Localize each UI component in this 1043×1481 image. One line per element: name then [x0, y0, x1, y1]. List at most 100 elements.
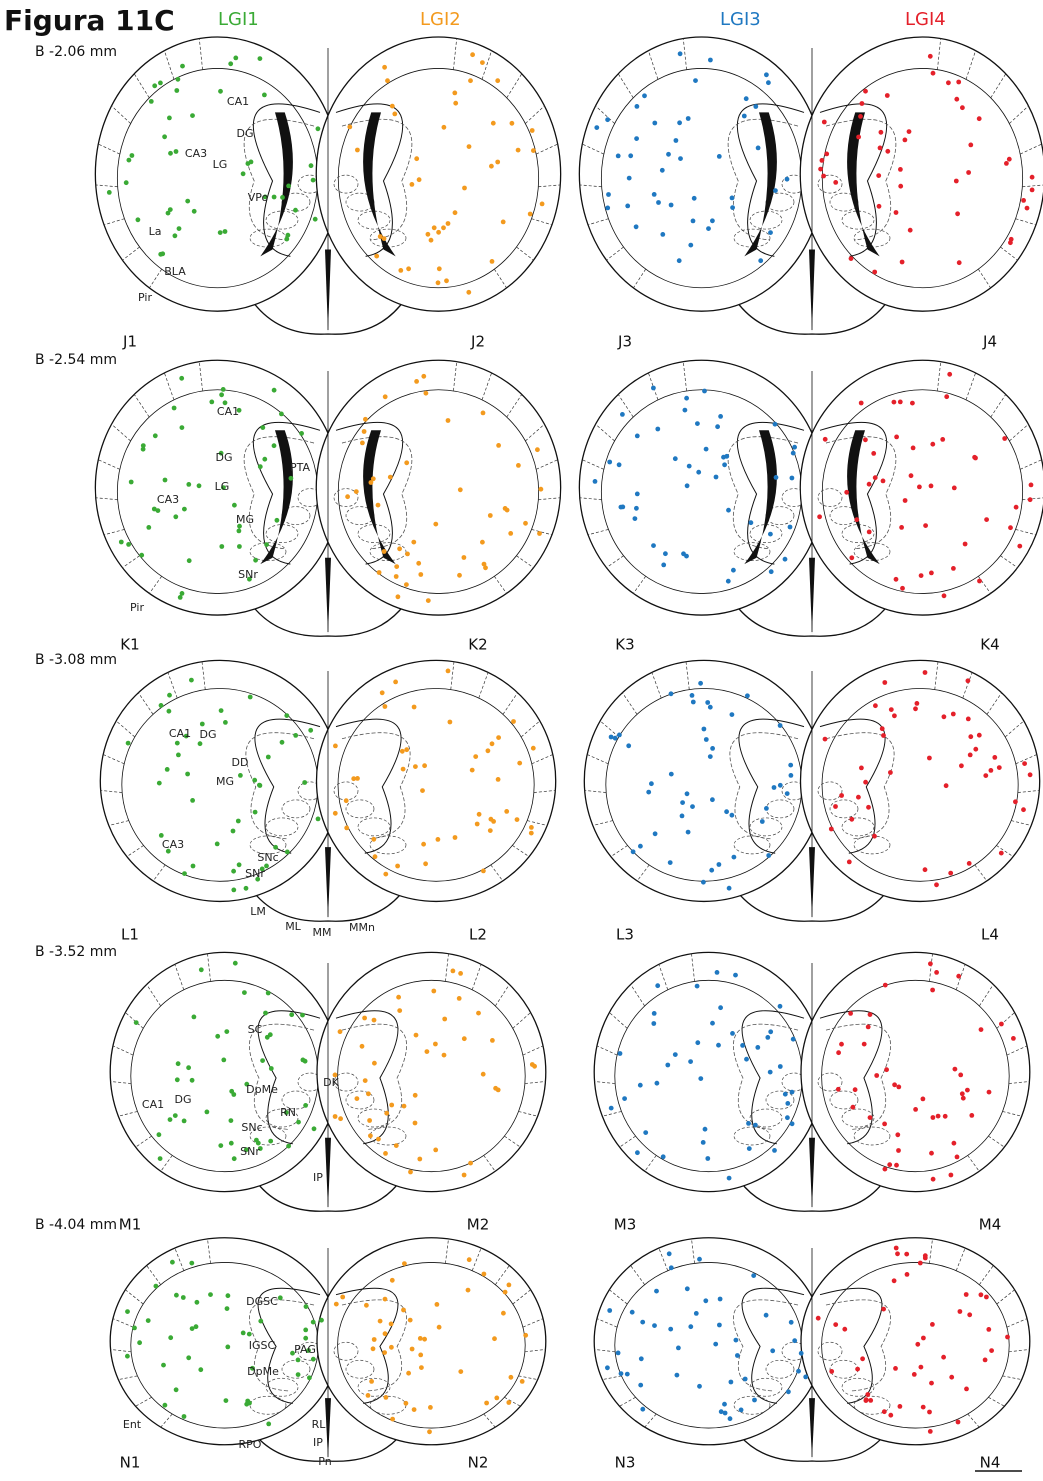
labelled-cell	[977, 116, 982, 121]
labelled-cell	[397, 546, 402, 551]
labelled-cell	[446, 418, 451, 423]
labelled-cell	[627, 176, 632, 181]
labelled-cell	[863, 89, 868, 94]
labelled-cell	[973, 456, 978, 461]
labelled-cell	[928, 54, 933, 59]
labelled-cell	[923, 670, 928, 675]
labelled-cell	[967, 1312, 972, 1317]
labelled-cell	[730, 813, 735, 818]
labelled-cell	[516, 148, 521, 153]
bregma-label: B -2.54 mm	[35, 352, 117, 368]
labelled-cell	[675, 1373, 680, 1378]
labelled-cell	[903, 138, 908, 143]
labelled-cell	[963, 542, 968, 547]
labelled-cell	[871, 451, 876, 456]
hemisphere-outline	[110, 1238, 339, 1445]
labelled-cell	[158, 1156, 163, 1161]
labelled-cell	[680, 800, 685, 805]
labelled-cell	[660, 168, 665, 173]
labelled-cell	[300, 1013, 305, 1018]
labelled-cell	[383, 1151, 388, 1156]
labelled-cell	[695, 421, 700, 426]
labelled-cell	[467, 144, 472, 149]
panel-label: N3	[615, 1454, 636, 1472]
region-label: SNc	[257, 851, 278, 864]
labelled-cell	[231, 829, 236, 834]
labelled-cell	[408, 1318, 413, 1323]
labelled-cell	[701, 1140, 706, 1145]
labelled-cell	[253, 810, 258, 815]
labelled-cell	[252, 778, 257, 783]
group-label: LGI2	[420, 9, 461, 30]
labelled-cell	[219, 544, 224, 549]
labelled-cell	[272, 443, 277, 448]
labelled-cell	[377, 570, 382, 575]
labelled-cell	[973, 747, 978, 752]
region-label: DD	[232, 756, 249, 769]
labelled-cell	[458, 1369, 463, 1374]
labelled-cell	[372, 1337, 377, 1342]
labelled-cell	[490, 1038, 495, 1043]
labelled-cell	[680, 814, 685, 819]
labelled-cell	[646, 790, 651, 795]
labelled-cell	[248, 695, 253, 700]
labelled-cell	[390, 104, 395, 109]
panel-label: N2	[468, 1454, 489, 1472]
labelled-cell	[768, 230, 773, 235]
region-label: DK	[323, 1076, 339, 1089]
labelled-cell	[218, 1143, 223, 1148]
labelled-cell	[233, 56, 238, 61]
labelled-cell	[966, 678, 971, 683]
labelled-cell	[130, 153, 135, 158]
labelled-cell	[272, 195, 277, 200]
labelled-cell	[880, 726, 885, 731]
labelled-cell	[241, 1331, 246, 1336]
labelled-cell	[441, 225, 446, 230]
labelled-cell	[923, 523, 928, 528]
labelled-cell	[515, 817, 520, 822]
labelled-cell	[442, 1053, 447, 1058]
region-label: SNr	[238, 568, 258, 581]
labelled-cell	[385, 78, 390, 83]
labelled-cell	[676, 1346, 681, 1351]
labelled-cell	[410, 1347, 415, 1352]
labelled-cell	[316, 817, 321, 822]
labelled-cell	[367, 1118, 372, 1123]
labelled-cell	[238, 773, 243, 778]
labelled-cell	[669, 203, 674, 208]
labelled-cell	[477, 812, 482, 817]
labelled-cell	[355, 148, 360, 153]
labelled-cell	[286, 184, 291, 189]
labelled-cell	[372, 1061, 377, 1066]
hemisphere-outline	[95, 37, 339, 311]
labelled-cell	[397, 1008, 402, 1013]
brain-section	[579, 37, 1043, 334]
labelled-cell	[168, 1117, 173, 1122]
labelled-cell	[1013, 799, 1018, 804]
brain-section	[594, 1238, 1030, 1462]
labelled-cell	[347, 125, 352, 130]
labelled-cell	[915, 1342, 920, 1347]
labelled-cell	[505, 508, 510, 513]
labelled-cell	[923, 867, 928, 872]
labelled-cell	[537, 531, 542, 536]
labelled-cell	[836, 1087, 841, 1092]
labelled-cell	[617, 462, 622, 467]
labelled-cell	[244, 886, 249, 891]
labelled-cell	[468, 78, 473, 83]
labelled-cell	[180, 425, 185, 430]
labelled-cell	[892, 1082, 897, 1087]
labelled-cell	[293, 733, 298, 738]
labelled-cell	[262, 93, 267, 98]
labelled-cell	[186, 1355, 191, 1360]
labelled-cell	[167, 116, 172, 121]
labelled-cell	[927, 756, 932, 761]
labelled-cell	[458, 971, 463, 976]
labelled-cell	[718, 1005, 723, 1010]
labelled-cell	[824, 152, 829, 157]
labelled-cell	[406, 266, 411, 271]
labelled-cell	[190, 798, 195, 803]
labelled-cell	[634, 224, 639, 229]
region-label: CA1	[227, 95, 249, 108]
labelled-cell	[821, 174, 826, 179]
